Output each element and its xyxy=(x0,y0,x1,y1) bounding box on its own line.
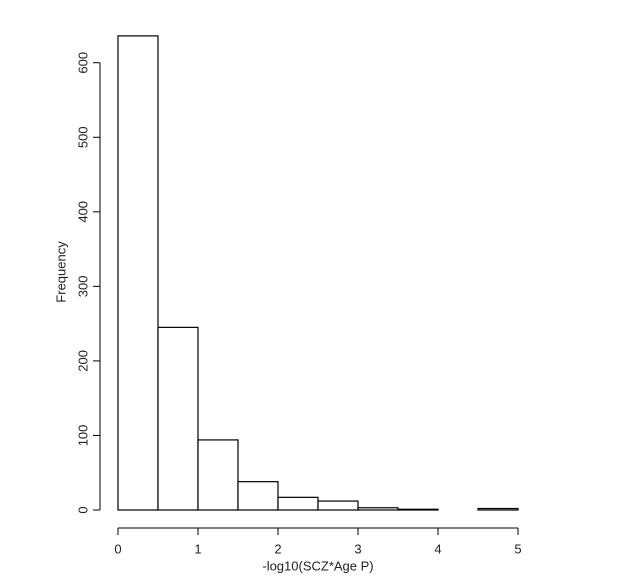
bar xyxy=(477,507,519,511)
bar xyxy=(237,481,279,511)
x-axis-label: -log10(SCZ*Age P) xyxy=(262,558,373,573)
bar xyxy=(397,508,439,511)
x-tick-label: 1 xyxy=(194,541,201,556)
y-tick-label: 100 xyxy=(75,425,90,447)
y-tick-label: 500 xyxy=(75,126,90,148)
y-tick-label: 0 xyxy=(75,506,90,513)
x-tick-label: 5 xyxy=(514,541,521,556)
bar xyxy=(317,500,359,511)
bar xyxy=(197,439,239,511)
x-tick-label: 2 xyxy=(274,541,281,556)
bar xyxy=(117,35,159,511)
y-tick-label: 300 xyxy=(75,276,90,298)
y-tick-label: 200 xyxy=(75,350,90,372)
x-tick-label: 3 xyxy=(354,541,361,556)
bar xyxy=(157,326,199,511)
bar xyxy=(357,507,399,511)
x-tick-label: 4 xyxy=(434,541,441,556)
bar xyxy=(277,496,319,511)
y-axis-label: Frequency xyxy=(53,241,68,303)
y-tick-label: 600 xyxy=(75,52,90,74)
y-tick-label: 400 xyxy=(75,201,90,223)
x-tick-label: 0 xyxy=(114,541,121,556)
